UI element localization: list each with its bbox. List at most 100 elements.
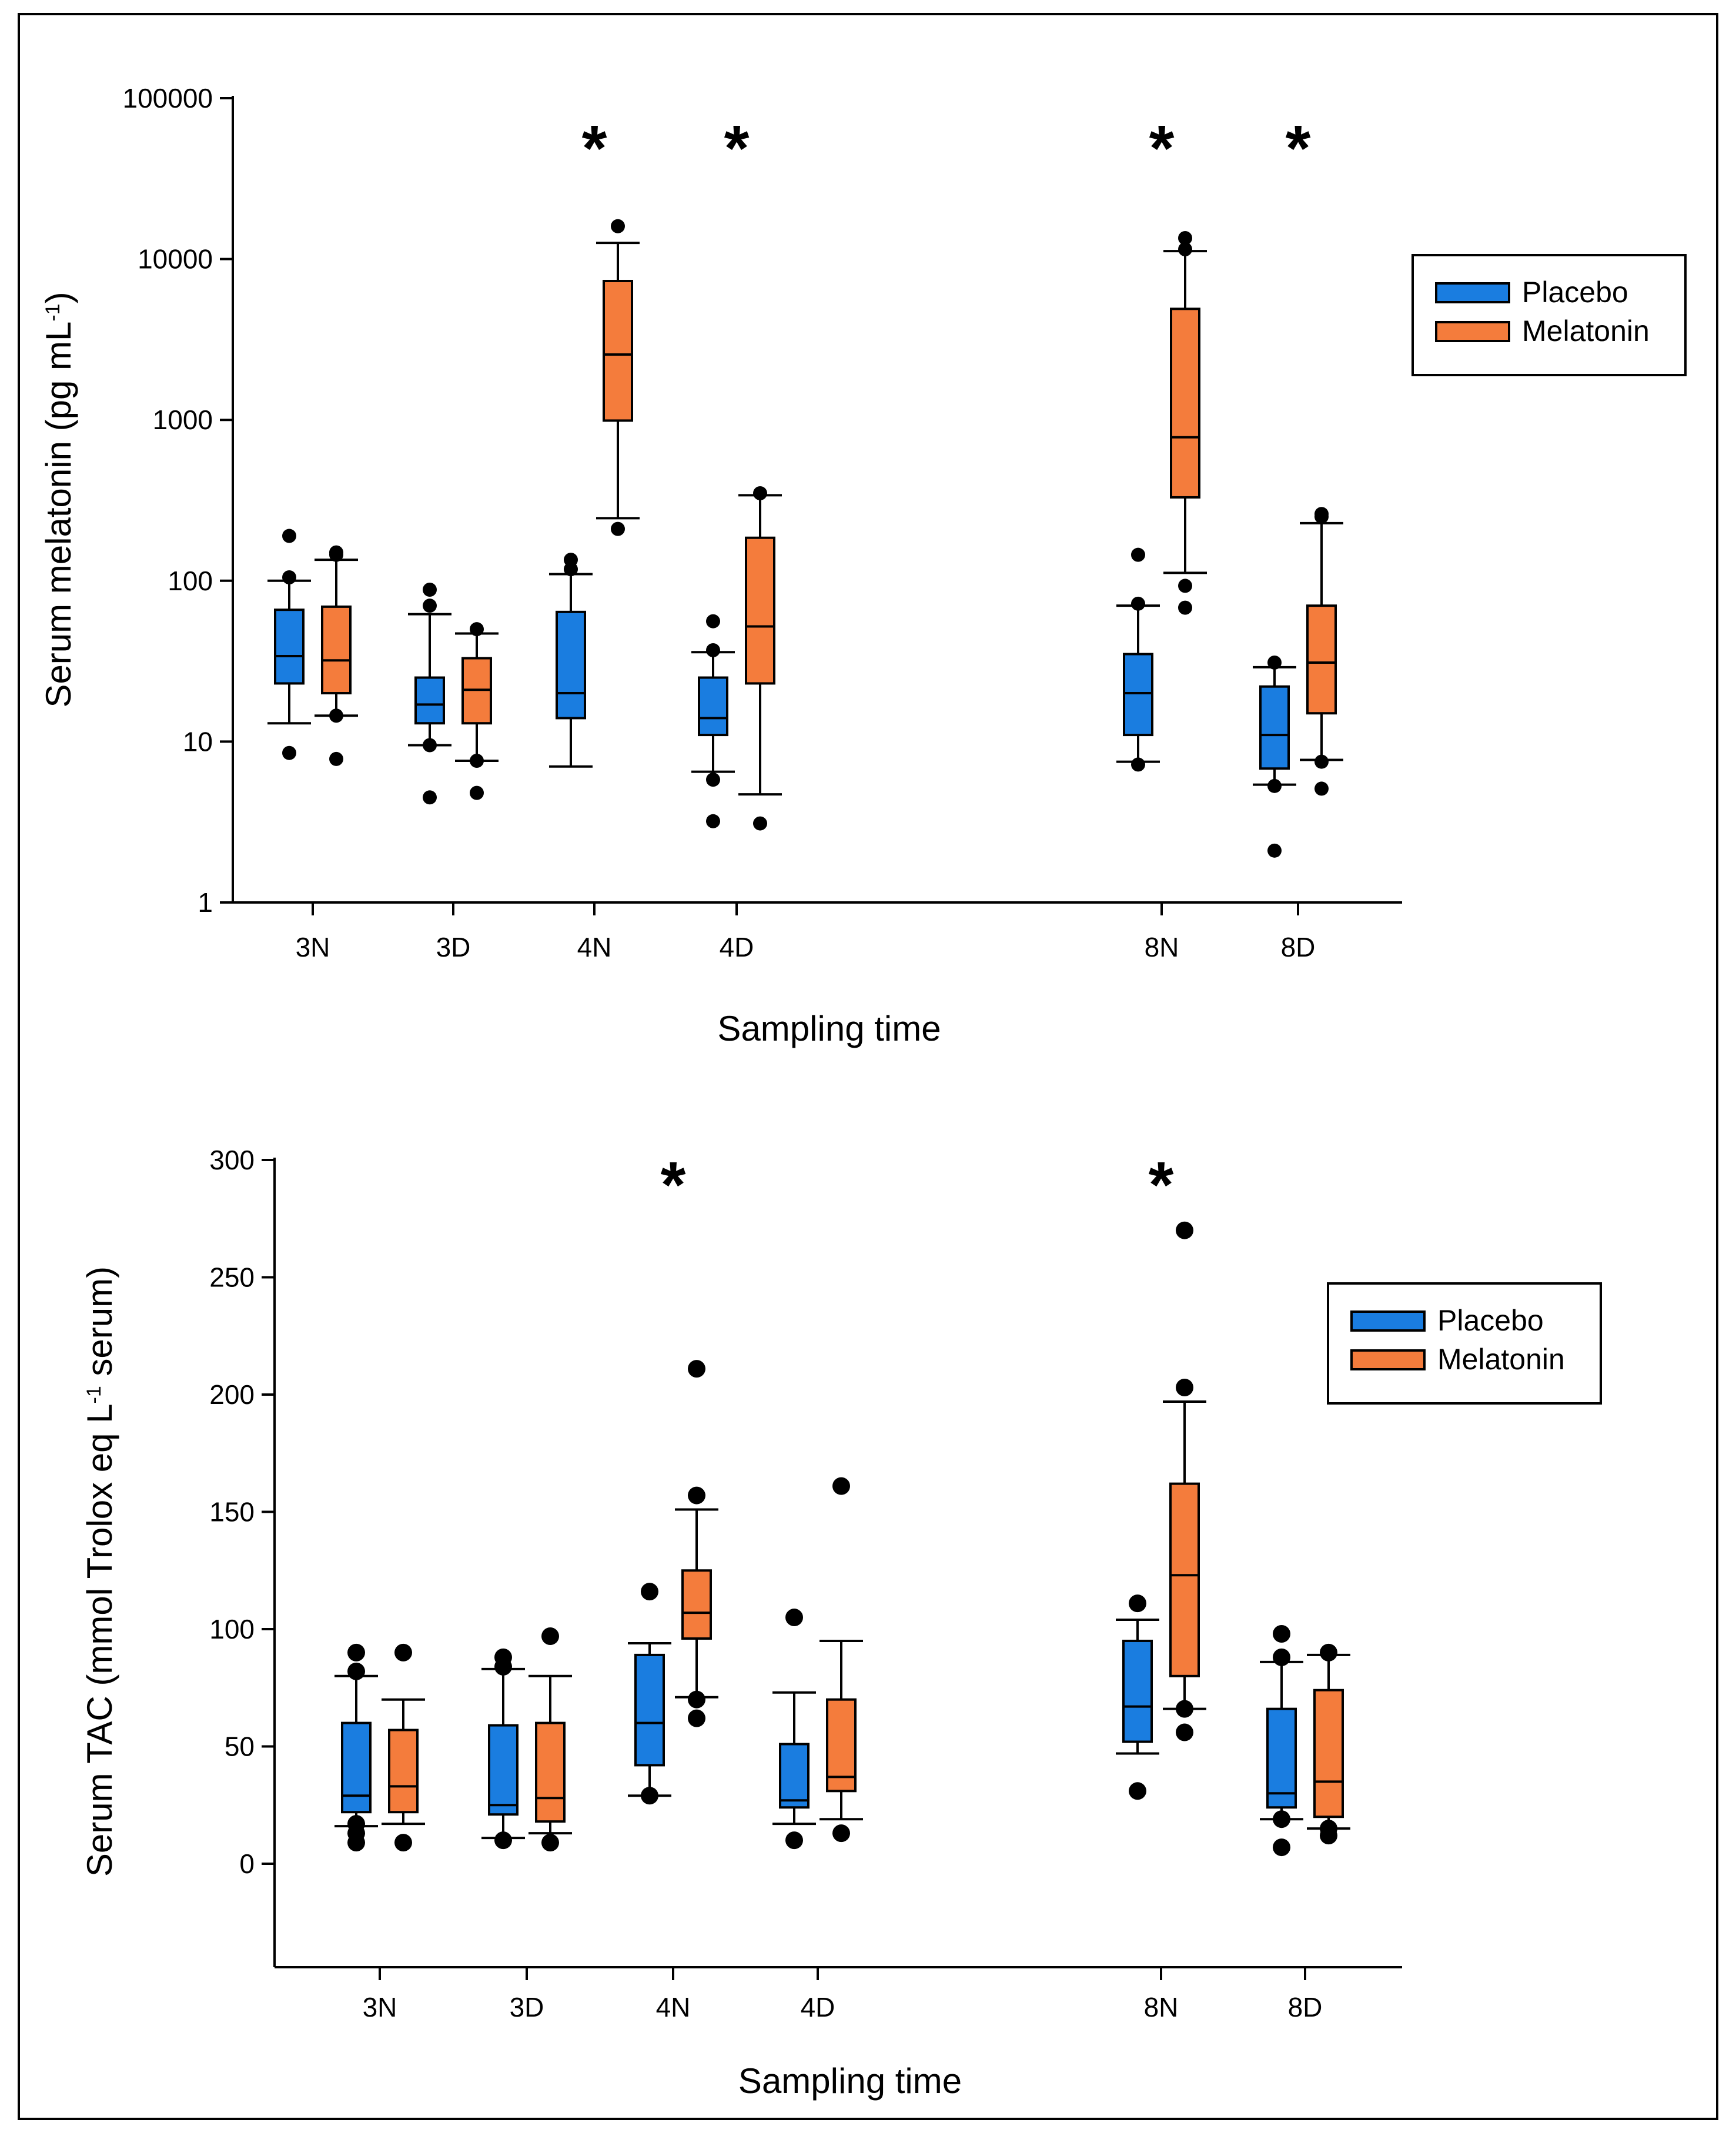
x-tick-label: 4D — [720, 932, 754, 962]
outlier-point — [1267, 843, 1282, 858]
melatonin-box-3N — [382, 1643, 425, 1852]
outlier-point — [832, 1824, 850, 1843]
x-tick-label: 4N — [577, 932, 612, 962]
significance-star-4N: * — [661, 1149, 686, 1221]
outlier-point — [753, 816, 767, 831]
outlier-point — [282, 570, 296, 585]
outlier-point — [1131, 547, 1145, 562]
box-body — [1169, 1482, 1200, 1677]
placebo-box-4D — [772, 1609, 816, 1850]
outlier-point — [706, 643, 720, 657]
y-tick-label: 1000 — [153, 404, 213, 435]
box-body — [1306, 604, 1337, 715]
placebo-box-8N — [1116, 1594, 1159, 1800]
legend-label-placebo: Placebo — [1437, 1304, 1544, 1337]
outlier-point — [611, 521, 625, 536]
figure-frame — [18, 13, 1718, 2120]
outlier-point — [1314, 781, 1329, 796]
y-axis-title: Serum melatonin (pg mL-1) — [39, 292, 78, 707]
placebo-box-3D — [408, 582, 451, 805]
outlier-point — [329, 751, 343, 766]
significance-star-8N: * — [1149, 1149, 1174, 1221]
placebo-box-8D — [1260, 1624, 1303, 1857]
outlier-point — [541, 1627, 559, 1645]
melatonin-box-8N — [1163, 1221, 1206, 1741]
outlier-point — [706, 814, 720, 828]
x-axis-title: Sampling time — [738, 2061, 962, 2101]
outlier-point — [1267, 778, 1282, 793]
y-tick-label: 1 — [198, 887, 213, 918]
outlier-point — [1267, 655, 1282, 670]
x-tick-label: 3D — [436, 932, 471, 962]
outlier-point — [347, 1815, 365, 1833]
y-tick-label: 300 — [209, 1145, 255, 1175]
y-tick-label: 0 — [239, 1848, 255, 1879]
placebo-box-8N — [1116, 547, 1160, 772]
significance-star-4N: * — [582, 112, 607, 185]
legend-label-melatonin: Melatonin — [1437, 1343, 1565, 1376]
x-tick-label: 3N — [296, 932, 330, 962]
outlier-point — [1129, 1594, 1146, 1613]
melatonin-box-4N — [596, 219, 640, 536]
outlier-point — [1178, 242, 1192, 256]
legend-label-melatonin: Melatonin — [1522, 315, 1650, 347]
outlier-point — [1176, 1379, 1193, 1397]
box-body — [414, 676, 445, 725]
box-body — [535, 1721, 566, 1823]
outlier-point — [641, 1583, 658, 1601]
x-tick-label: 4N — [656, 1992, 691, 2022]
y-tick-label: 100 — [209, 1614, 255, 1644]
box-body — [1313, 1689, 1344, 1818]
x-axis-title: Sampling time — [717, 1009, 941, 1048]
outlier-point — [1273, 1810, 1290, 1828]
box-body — [745, 536, 775, 685]
outlier-point — [1131, 596, 1145, 611]
outlier-point — [1273, 1624, 1290, 1643]
y-tick-label: 50 — [225, 1731, 255, 1762]
outlier-point — [688, 1690, 705, 1709]
box-body — [1170, 307, 1200, 499]
legend: Placebo Melatonin — [1327, 1282, 1602, 1405]
outlier-point — [832, 1477, 850, 1495]
box-body — [634, 1653, 665, 1767]
outlier-point — [753, 486, 767, 500]
outlier-point — [394, 1643, 412, 1661]
outlier-point — [785, 1609, 803, 1627]
x-tick-label: 3D — [510, 1992, 544, 2022]
outlier-point — [329, 545, 343, 560]
significance-star-8N: * — [1149, 112, 1175, 185]
box-body — [681, 1569, 712, 1640]
x-tick-label: 8N — [1145, 932, 1179, 962]
melatonin-box-8D — [1307, 1643, 1350, 1845]
box-body — [603, 279, 633, 422]
outlier-point — [785, 1831, 803, 1850]
x-tick-label: 8D — [1288, 1992, 1323, 2022]
y-tick-label: 200 — [209, 1379, 255, 1410]
outlier-point — [1320, 1820, 1337, 1838]
melatonin-box-3D — [455, 622, 499, 800]
y-tick-label: 10 — [183, 726, 213, 757]
outlier-point — [423, 582, 437, 597]
melatonin-box-4D — [820, 1477, 863, 1843]
box-body — [341, 1721, 372, 1814]
outlier-point — [688, 1360, 705, 1378]
box-body — [321, 605, 352, 695]
outlier-point — [494, 1831, 512, 1850]
outlier-point — [423, 790, 437, 805]
box-body — [1122, 1639, 1153, 1743]
x-tick-label: 8D — [1281, 932, 1316, 962]
placebo-box-4N — [628, 1583, 671, 1805]
outlier-point — [494, 1648, 512, 1666]
box-body — [488, 1724, 519, 1816]
significance-star-8D: * — [1286, 112, 1311, 185]
y-tick-label: 250 — [209, 1262, 255, 1293]
melatonin-chart-panel: 1 10 100 1000 10000 100000 3N 3D 4N 4D 8N 8D Serum m… — [39, 83, 1687, 1048]
outlier-point — [688, 1709, 705, 1727]
placebo-box-4D — [691, 614, 735, 828]
outlier-point — [706, 773, 720, 787]
outlier-point — [1176, 1221, 1193, 1239]
significance-star-4D: * — [724, 112, 750, 185]
outlier-point — [1314, 754, 1329, 769]
melatonin-box-8D — [1300, 507, 1343, 796]
